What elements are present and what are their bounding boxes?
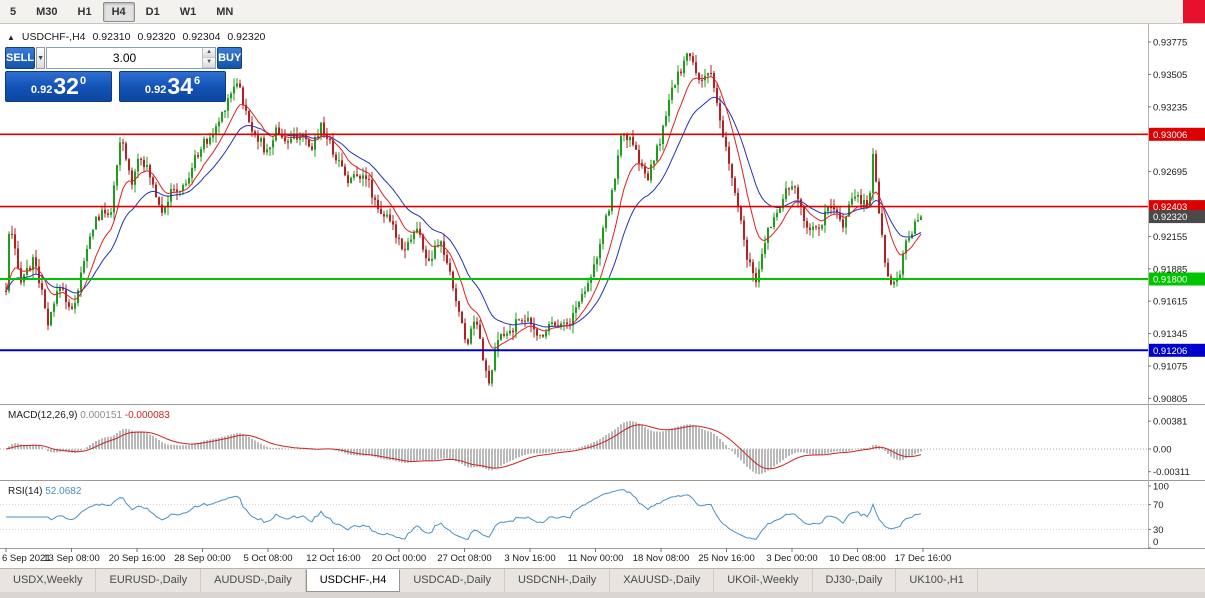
chart-canvas[interactable]: 0.93775 0.93505 0.93235 0.92695 0.92155 0.918… xyxy=(0,24,1205,568)
macd-pane: 0.00381 0.00 -0.00311 MACD(12,26,9) 0.00015… xyxy=(0,410,1190,478)
chart-tab-dj30-daily[interactable]: DJ30-,Daily xyxy=(813,569,897,592)
volume-field: ▲ ▼ xyxy=(46,47,217,69)
symbol-period-label: USDCHF-,H4 xyxy=(21,31,86,43)
svg-text:20 Oct 00:00: 20 Oct 00:00 xyxy=(372,553,426,564)
candlestick-series xyxy=(5,52,922,387)
svg-text:25 Nov 16:00: 25 Nov 16:00 xyxy=(698,553,755,564)
svg-text:0.91885: 0.91885 xyxy=(1153,264,1187,275)
timeframe-button-d1[interactable]: D1 xyxy=(145,5,160,18)
svg-text:0: 0 xyxy=(1153,537,1158,548)
status-strip xyxy=(0,592,1205,598)
close-value: 0.92320 xyxy=(227,31,266,43)
chart-tab-usdcnh-daily[interactable]: USDCNH-,Daily xyxy=(505,569,611,592)
svg-text:MACD(12,26,9) 0.000151 -0.0000: MACD(12,26,9) 0.000151 -0.000083 xyxy=(8,410,170,421)
svg-text:27 Oct 08:00: 27 Oct 08:00 xyxy=(437,553,491,564)
chart-tab-audusd-daily[interactable]: AUDUSD-,Daily xyxy=(201,569,306,592)
svg-text:28 Sep 00:00: 28 Sep 00:00 xyxy=(174,553,231,564)
chart-tab-usdx-weekly[interactable]: USDX,Weekly xyxy=(0,569,97,592)
volume-dropdown-button[interactable]: ▼ xyxy=(36,47,46,69)
ask-big-digits: 34 xyxy=(167,73,193,99)
chevron-up-icon: ▲ xyxy=(206,49,213,55)
chart-tab-eurusd-daily[interactable]: EURUSD-,Daily xyxy=(96,569,202,592)
svg-text:0.92155: 0.92155 xyxy=(1153,232,1187,243)
alert-indicator xyxy=(1183,0,1205,23)
svg-text:0.91206: 0.91206 xyxy=(1153,346,1187,357)
price-axis: 0.93775 0.93505 0.93235 0.92695 0.92155 0.918… xyxy=(1148,38,1205,405)
volume-decrease-button[interactable]: ▼ xyxy=(203,58,216,68)
svg-text:100: 100 xyxy=(1153,482,1169,493)
timeframe-button-m30[interactable]: M30 xyxy=(36,5,58,18)
svg-text:0.91075: 0.91075 xyxy=(1153,362,1187,373)
timeframe-button-5[interactable]: 5 xyxy=(10,5,17,18)
svg-text:-0.00311: -0.00311 xyxy=(1153,467,1190,478)
rsi-pane: 100 70 300 RSI(14) 52.0682 xyxy=(0,482,1169,549)
svg-text:17 Dec 16:00: 17 Dec 16:00 xyxy=(895,553,952,564)
chart-tab-xauusd-daily[interactable]: XAUUSD-,Daily xyxy=(610,569,715,592)
high-value: 0.92320 xyxy=(137,31,176,43)
svg-text:13 Sep 08:00: 13 Sep 08:00 xyxy=(43,553,100,564)
timeframe-button-mn[interactable]: MN xyxy=(216,5,234,18)
svg-text:0.92403: 0.92403 xyxy=(1153,202,1187,213)
volume-increase-button[interactable]: ▲ xyxy=(203,48,216,58)
svg-text:18 Nov 08:00: 18 Nov 08:00 xyxy=(633,553,690,564)
sell-button[interactable]: SELL xyxy=(5,47,36,69)
svg-text:0.91615: 0.91615 xyxy=(1153,297,1187,308)
svg-text:0.00381: 0.00381 xyxy=(1153,417,1187,428)
svg-text:6 Sep 2021: 6 Sep 2021 xyxy=(2,553,51,564)
svg-text:11 Nov 00:00: 11 Nov 00:00 xyxy=(568,553,624,564)
bid-price-display[interactable]: 0.92 32 0 xyxy=(5,71,112,102)
svg-text:70: 70 xyxy=(1153,500,1164,511)
svg-text:20 Sep 16:00: 20 Sep 16:00 xyxy=(109,553,166,564)
svg-text:0.92695: 0.92695 xyxy=(1153,167,1187,178)
chart-tab-uk100-h1[interactable]: UK100-,H1 xyxy=(896,569,978,592)
volume-spinner: ▲ ▼ xyxy=(202,48,216,68)
svg-text:3 Dec 00:00: 3 Dec 00:00 xyxy=(766,553,817,564)
timeframe-button-h1[interactable]: H1 xyxy=(77,5,92,18)
horizontal-level-lines[interactable] xyxy=(0,133,1148,352)
svg-text:0.00: 0.00 xyxy=(1153,445,1172,456)
svg-text:RSI(14) 52.0682: RSI(14) 52.0682 xyxy=(8,486,82,497)
svg-text:0.93235: 0.93235 xyxy=(1153,102,1187,113)
svg-text:0.93505: 0.93505 xyxy=(1153,70,1187,81)
svg-text:10 Dec 08:00: 10 Dec 08:00 xyxy=(829,553,886,564)
svg-text:0.93006: 0.93006 xyxy=(1153,130,1187,141)
buy-button[interactable]: BUY xyxy=(217,47,243,69)
ask-prefix: 0.92 xyxy=(144,84,167,96)
open-value: 0.92310 xyxy=(92,31,131,43)
chart-tab-ukoil-weekly[interactable]: UKOil-,Weekly xyxy=(714,569,813,592)
chart-tab-usdchf-h4[interactable]: USDCHF-,H4 xyxy=(305,569,401,592)
one-click-trade-panel: SELL ▼ ▲ ▼ BUY 0.92 32 0 0.92 34 6 xyxy=(5,47,243,102)
bid-pipette-digit: 0 xyxy=(79,75,87,87)
chevron-down-icon: ▼ xyxy=(206,59,213,65)
svg-text:0.91800: 0.91800 xyxy=(1153,275,1187,286)
current-price-label: 0.92320 xyxy=(1149,210,1205,224)
bid-big-digits: 32 xyxy=(53,73,79,99)
svg-text:12 Oct 16:00: 12 Oct 16:00 xyxy=(306,553,360,564)
svg-text:0.91345: 0.91345 xyxy=(1153,329,1187,340)
chart-ohlc-readout: ▲ USDCHF-,H4 0.92310 0.92320 0.92304 0.9… xyxy=(7,31,265,43)
chart-tabs-bar: USDX,Weekly EURUSD-,Daily AUDUSD-,Daily USD… xyxy=(0,568,1205,592)
svg-text:0.93775: 0.93775 xyxy=(1153,38,1187,49)
ask-pipette-digit: 6 xyxy=(193,75,201,87)
timeframe-button-h4[interactable]: H4 xyxy=(102,1,135,22)
ask-price-display[interactable]: 0.92 34 6 xyxy=(119,71,226,102)
one-click-panel-toggle[interactable]: ▲ xyxy=(7,32,15,42)
svg-text:3 Nov 16:00: 3 Nov 16:00 xyxy=(504,553,555,564)
bid-prefix: 0.92 xyxy=(30,84,53,96)
timeframe-toolbar: 5 M30 H1 H4 D1 W1 MN xyxy=(0,0,1205,24)
chart-tab-usdcad-daily[interactable]: USDCAD-,Daily xyxy=(400,569,505,592)
low-value: 0.92304 xyxy=(182,31,221,43)
svg-text:30: 30 xyxy=(1153,525,1164,536)
svg-text:5 Oct 08:00: 5 Oct 08:00 xyxy=(243,553,292,564)
moving-average-lines xyxy=(5,75,922,349)
svg-text:0.90805: 0.90805 xyxy=(1153,394,1187,405)
svg-text:0.92320: 0.92320 xyxy=(1153,212,1187,223)
volume-input[interactable] xyxy=(47,48,203,68)
timeframe-button-w1[interactable]: W1 xyxy=(179,5,197,18)
chevron-down-icon: ▼ xyxy=(37,54,45,62)
